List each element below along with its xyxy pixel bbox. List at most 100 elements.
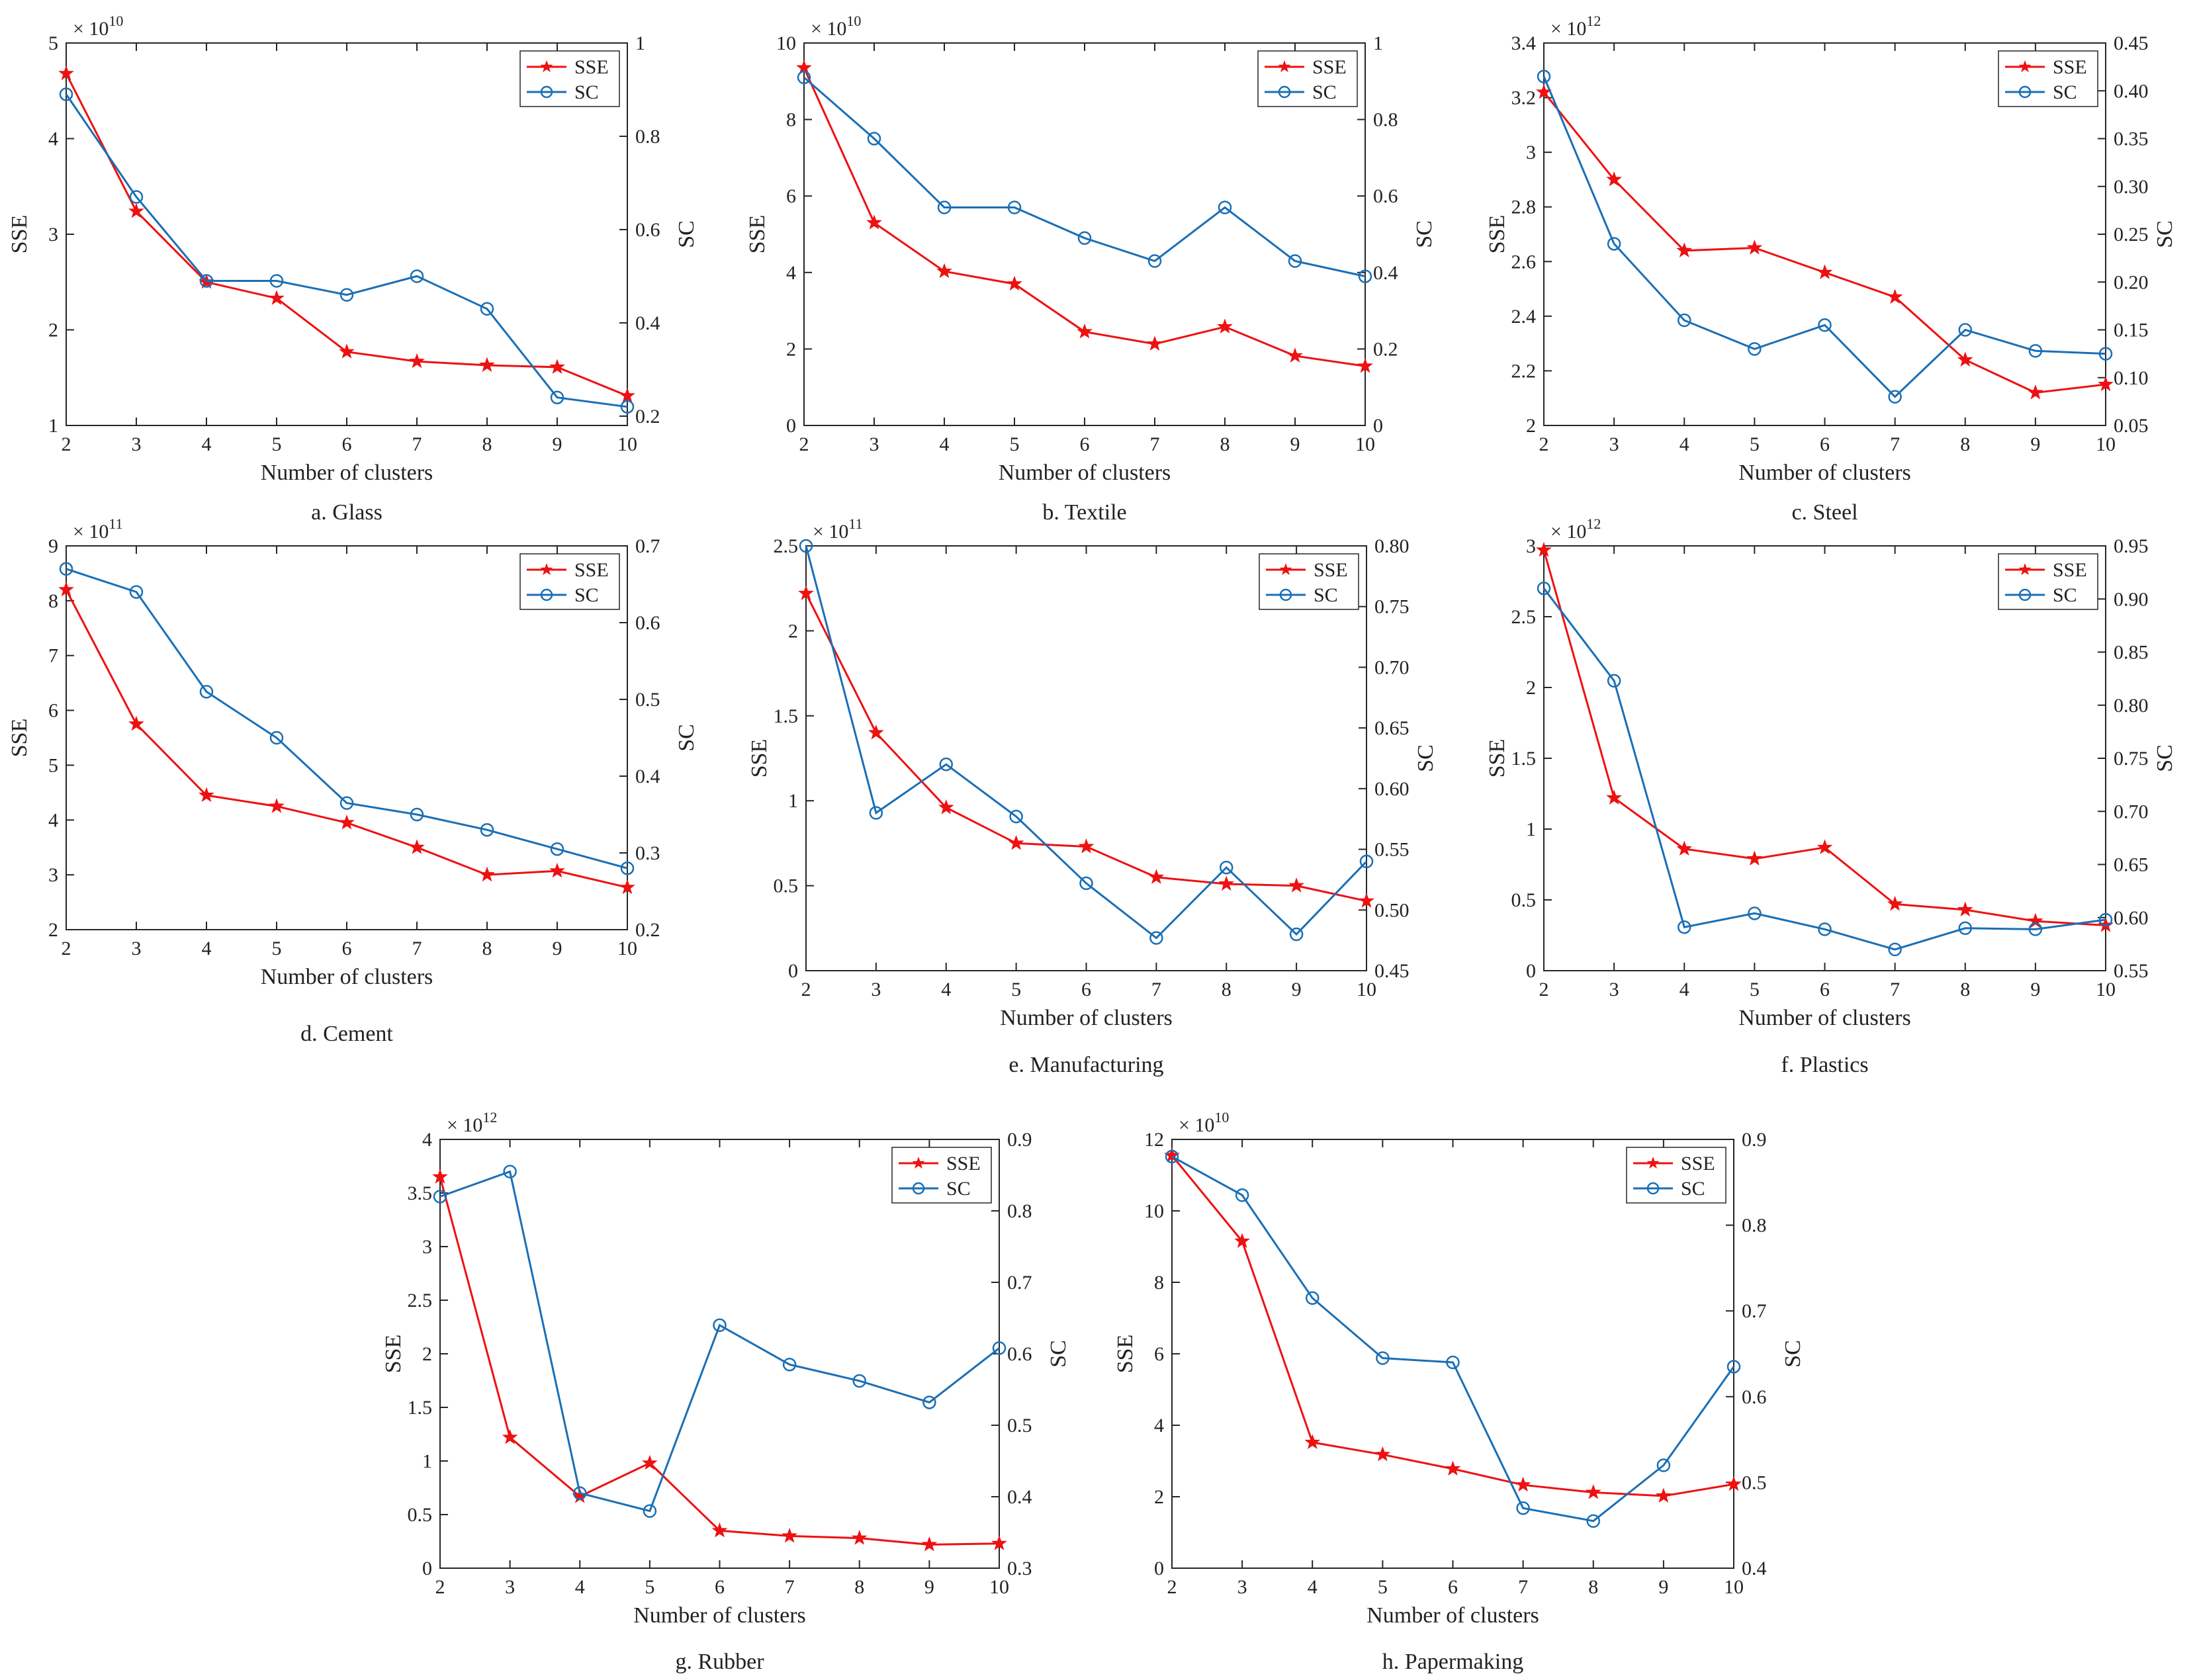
chart-5: 2 3 4 5 6 7 8 9 10 0 0.5 1 1.5 2 2.5 0.45 0.50 0.55 0.60 0.… — [747, 515, 1438, 1077]
sc-point — [620, 400, 635, 414]
sse-point — [502, 1429, 518, 1444]
y2-axis-label: SC — [674, 220, 699, 248]
y2-tick-label: 0.10 — [2114, 367, 2149, 389]
y-tick-label: 0 — [1154, 1558, 1164, 1579]
x-tick-label: 10 — [617, 938, 637, 959]
legend-label-sse: SSE — [574, 559, 609, 581]
y-axis-label: SSE — [745, 215, 770, 254]
x-tick-label: 2 — [1167, 1576, 1177, 1598]
sc-point — [1958, 323, 1972, 337]
x-tick-label: 3 — [870, 433, 879, 455]
y-axis-label: SSE — [1485, 215, 1509, 254]
y-multiplier-base: × 10 — [1550, 18, 1586, 40]
sse-point — [269, 798, 285, 813]
sc-point — [992, 1341, 1007, 1355]
y-tick-label: 2 — [788, 620, 798, 642]
chart-caption: g. Rubber — [675, 1650, 764, 1674]
x-tick-label: 4 — [1680, 433, 1689, 455]
y2-tick-label: 0.75 — [1374, 596, 1410, 618]
y2-tick-label: 0.40 — [2114, 80, 2149, 102]
x-tick-label: 10 — [1355, 433, 1375, 455]
y-axis-label: SSE — [1485, 739, 1509, 778]
x-tick-label: 9 — [2030, 433, 2040, 455]
sc-point — [410, 807, 424, 822]
x-tick-label: 5 — [1011, 979, 1021, 1000]
x-axis-label: Number of clusters — [1000, 1006, 1173, 1030]
chart-caption: a. Glass — [311, 500, 382, 525]
chart-7: 2 3 4 5 6 7 8 9 10 0 0.5 1 1.5 2 2.5 3 3.5 4 0.3 0.4 0.5 0.6 0… — [381, 1109, 1071, 1674]
legend-marker-sc — [540, 85, 553, 99]
y-tick-label: 2.6 — [1511, 251, 1537, 273]
sse-point — [339, 814, 355, 830]
y-tick-label: 1 — [48, 415, 58, 437]
y2-tick-label: 0.6 — [635, 612, 660, 634]
series-line-sse — [1171, 1155, 1734, 1497]
chart-caption: b. Textile — [1042, 500, 1126, 525]
y-tick-label: 4 — [1154, 1415, 1164, 1437]
sse-point — [1515, 1476, 1531, 1492]
y2-tick-label: 0.55 — [1374, 839, 1410, 861]
sse-point — [866, 214, 882, 230]
y2-tick-label: 0.6 — [1373, 185, 1398, 207]
legend-box — [1998, 50, 2098, 107]
legend-label-sc: SC — [1681, 1178, 1705, 1200]
x-axis-label: Number of clusters — [1366, 1603, 1539, 1628]
y2-tick-label: 0.70 — [2114, 801, 2149, 822]
sc-point — [480, 302, 494, 316]
y2-tick-label: 0.5 — [1007, 1415, 1032, 1437]
y2-tick-label: 0.85 — [2114, 642, 2149, 664]
sc-point — [550, 842, 564, 856]
sse-point — [1676, 242, 1693, 257]
y-tick-label: 3.2 — [1511, 87, 1537, 109]
x-tick-label: 7 — [1890, 979, 1900, 1000]
sc-point — [1586, 1514, 1600, 1528]
y-multiplier: × 1010 — [1179, 1109, 1229, 1136]
sc-point — [1149, 931, 1163, 945]
x-tick-label: 8 — [854, 1576, 864, 1598]
y2-axis-label: SC — [1046, 1340, 1071, 1368]
y2-tick-label: 0.5 — [1742, 1472, 1767, 1493]
sc-point — [433, 1190, 447, 1204]
legend-box — [891, 1147, 992, 1204]
x-tick-label: 7 — [1150, 433, 1160, 455]
y-tick-label: 0 — [786, 415, 796, 437]
sc-point — [269, 730, 284, 745]
legend-box — [1259, 553, 1359, 610]
y2-tick-label: 0.2 — [635, 919, 660, 941]
sc-point — [480, 822, 494, 837]
sse-point — [1726, 1476, 1742, 1491]
sc-point — [1726, 1360, 1741, 1374]
y-tick-label: 3 — [48, 864, 58, 886]
y-tick-label: 2 — [786, 338, 796, 360]
legend-box — [519, 50, 620, 107]
sc-point — [1537, 69, 1551, 83]
y-multiplier-base: × 10 — [1179, 1114, 1214, 1136]
sse-point — [1007, 275, 1022, 291]
y-multiplier-base: × 10 — [813, 521, 848, 543]
y-tick-label: 2.5 — [774, 535, 799, 557]
legend-marker-sc — [2018, 85, 2032, 99]
sse-point — [1218, 875, 1235, 891]
series-line-sc — [805, 545, 1368, 940]
y2-tick-label: 0.4 — [1742, 1558, 1767, 1579]
x-tick-label: 3 — [1237, 1576, 1247, 1598]
y-multiplier-exponent: 12 — [482, 1109, 497, 1126]
sc-point — [59, 87, 73, 101]
x-tick-label: 3 — [1609, 979, 1619, 1000]
legend-marker-sse — [540, 563, 553, 576]
sse-point — [128, 202, 144, 218]
sse-point — [1957, 351, 1973, 367]
y-tick-label: 2.8 — [1511, 197, 1537, 218]
y-multiplier: × 1010 — [73, 13, 123, 40]
y-axis-label: SSE — [7, 215, 32, 254]
y-multiplier: × 1010 — [811, 13, 861, 40]
x-tick-label: 9 — [1290, 433, 1300, 455]
y2-tick-label: 0.8 — [1007, 1200, 1032, 1222]
sc-point — [1376, 1351, 1390, 1365]
x-tick-label: 6 — [1820, 979, 1830, 1000]
sse-point — [868, 725, 884, 740]
sc-point — [937, 200, 952, 214]
y2-tick-label: 0.8 — [1373, 109, 1398, 131]
